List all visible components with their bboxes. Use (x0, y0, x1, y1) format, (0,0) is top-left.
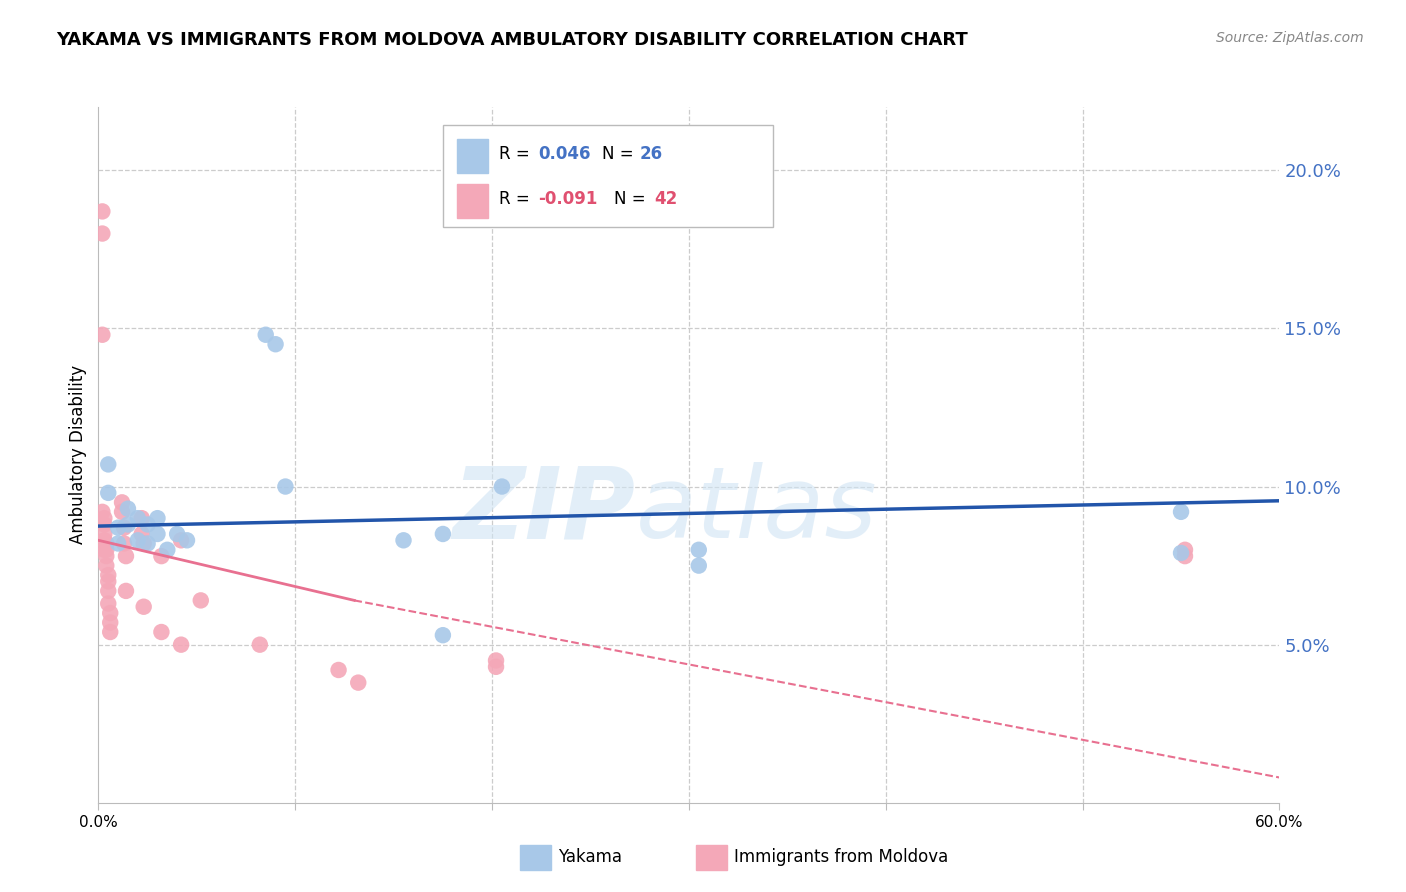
Point (96, 542, 118, 557)
Text: 26: 26 (640, 145, 662, 162)
Point (274, 479, 297, 493)
Point (96, 549, 118, 563)
Point (249, 638, 271, 652)
Point (1174, 549, 1197, 563)
Point (432, 628, 454, 642)
Text: ZIP: ZIP (453, 462, 636, 559)
Point (1170, 546, 1192, 560)
Point (96, 536, 118, 550)
Point (170, 533, 193, 548)
Point (91, 327, 114, 342)
Point (93, 517, 115, 532)
Point (254, 327, 277, 342)
Point (97, 486, 120, 500)
Text: 42: 42 (654, 190, 678, 208)
Point (97, 597, 120, 611)
Point (98, 625, 121, 640)
Point (93, 527, 115, 541)
Text: Yakama: Yakama (558, 848, 623, 866)
Point (190, 593, 212, 607)
Text: Immigrants from Moldova: Immigrants from Moldova (734, 848, 948, 866)
Point (1170, 505, 1192, 519)
Text: -0.091: -0.091 (538, 190, 598, 208)
Point (93, 511, 115, 525)
Point (132, 599, 155, 614)
Point (132, 536, 155, 550)
Point (688, 558, 710, 573)
Point (115, 549, 138, 563)
Point (127, 511, 149, 525)
Y-axis label: Ambulatory Disability: Ambulatory Disability (69, 366, 87, 544)
Point (432, 527, 454, 541)
Point (328, 663, 350, 677)
Point (91, 204, 114, 219)
Point (96, 558, 118, 573)
Point (97, 568, 120, 582)
Text: atlas: atlas (636, 462, 877, 559)
Point (91, 227, 114, 241)
Point (485, 660, 508, 674)
Point (107, 536, 129, 550)
Point (93, 542, 115, 557)
Text: N =: N = (614, 190, 651, 208)
Point (1174, 542, 1197, 557)
Text: YAKAMA VS IMMIGRANTS FROM MOLDOVA AMBULATORY DISABILITY CORRELATION CHART: YAKAMA VS IMMIGRANTS FROM MOLDOVA AMBULA… (56, 31, 967, 49)
Point (688, 542, 710, 557)
Point (117, 517, 139, 532)
Point (111, 495, 134, 509)
Point (170, 638, 193, 652)
Point (91, 505, 114, 519)
Point (264, 337, 287, 351)
Point (136, 517, 159, 532)
Point (97, 574, 120, 589)
Point (107, 521, 129, 535)
Text: R =: R = (499, 190, 536, 208)
Point (176, 533, 198, 548)
Point (131, 511, 153, 525)
Point (166, 527, 188, 541)
Point (146, 511, 169, 525)
Point (131, 527, 153, 541)
Point (491, 479, 513, 493)
Point (150, 625, 173, 640)
Point (136, 536, 159, 550)
Point (146, 527, 169, 541)
Point (485, 653, 508, 667)
Text: 0.046: 0.046 (538, 145, 591, 162)
Point (347, 675, 370, 690)
Point (98, 615, 121, 630)
Point (97, 458, 120, 472)
Point (93, 533, 115, 548)
Point (98, 606, 121, 620)
Point (112, 521, 135, 535)
Point (392, 533, 415, 548)
Point (111, 505, 134, 519)
Point (150, 549, 173, 563)
Text: Source: ZipAtlas.com: Source: ZipAtlas.com (1216, 31, 1364, 45)
Point (115, 583, 138, 598)
Point (156, 542, 179, 557)
Text: N =: N = (602, 145, 638, 162)
Point (117, 501, 139, 516)
Point (112, 536, 135, 550)
Text: R =: R = (499, 145, 536, 162)
Point (127, 533, 149, 548)
Point (97, 583, 120, 598)
